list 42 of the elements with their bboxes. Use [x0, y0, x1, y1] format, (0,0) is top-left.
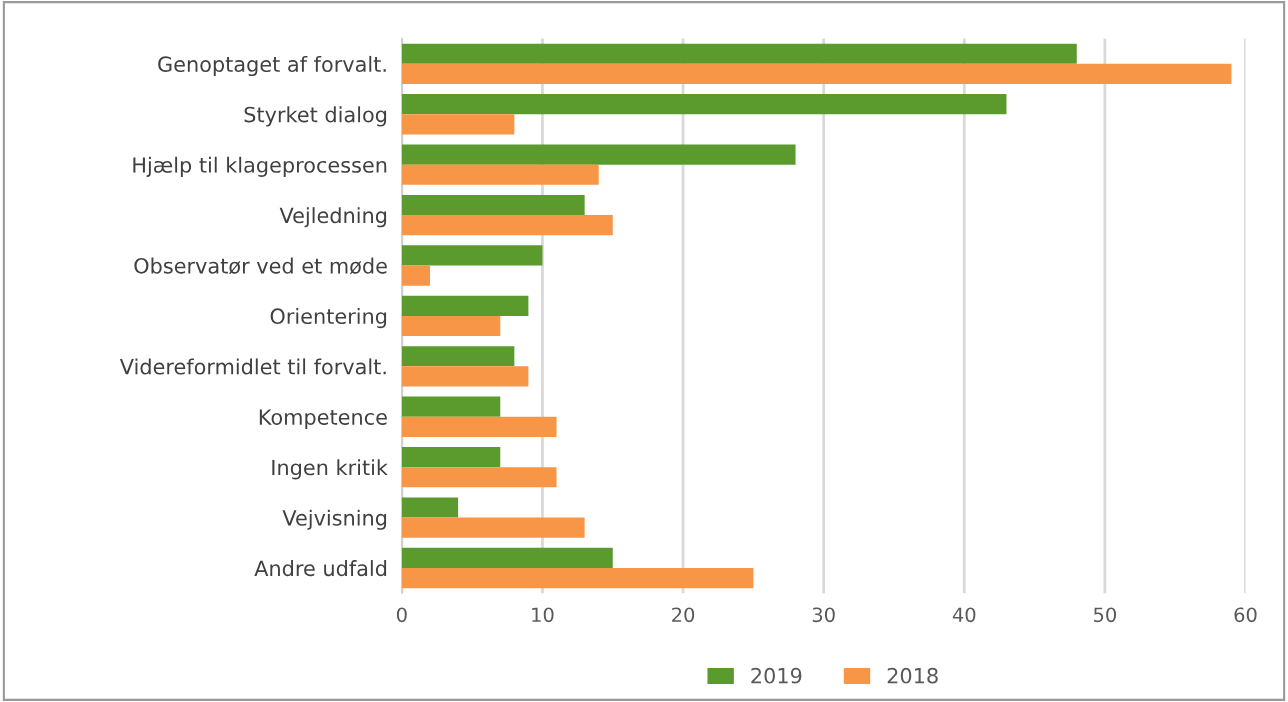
y-tick-label: Vejvisning: [282, 509, 387, 530]
y-tick-label: Genoptaget af forvalt.: [158, 55, 386, 77]
bar: [401, 144, 796, 165]
bar: [401, 346, 515, 367]
bar: [401, 497, 459, 518]
bar: [401, 245, 543, 266]
y-tick-label: Videreformidlet til forvalt.: [119, 358, 386, 375]
x-tick-label: 0: [396, 607, 407, 623]
bar: [401, 265, 430, 286]
x-tick-label: 50: [1094, 607, 1116, 623]
bar: [401, 517, 585, 538]
bar: [401, 315, 501, 337]
x-tick-label: 10: [532, 607, 554, 623]
bar: [401, 194, 585, 216]
bar: [401, 94, 1007, 115]
y-tick-label: Hjælp til klageprocessen: [133, 156, 387, 177]
y-tick-label: Styrket dialog: [244, 106, 387, 127]
bar: [401, 43, 1077, 64]
bar: [401, 547, 613, 568]
y-tick-label: Observatør ved et møde: [134, 257, 387, 275]
bar: [401, 396, 501, 417]
bar: [401, 215, 613, 236]
x-tick-label: 60: [1234, 607, 1257, 623]
bar: [401, 114, 515, 135]
bar: [401, 366, 529, 387]
bar: [401, 446, 501, 468]
y-tick-label: Vejledning: [279, 207, 387, 228]
legend-label: 2019: [751, 667, 802, 684]
bar: [401, 164, 599, 185]
bar: [401, 467, 557, 488]
x-tick-label: 20: [672, 607, 695, 623]
legend-label: 2018: [887, 667, 938, 684]
x-tick-label: 30: [812, 607, 835, 623]
y-tick-label: Kompetence: [259, 409, 387, 429]
bar: [401, 416, 557, 437]
y-tick-label: Andre udfald: [254, 560, 387, 577]
bar: [401, 295, 529, 316]
bar: [401, 567, 754, 589]
x-tick-label: 40: [952, 607, 976, 623]
y-tick-label: Ingen kritik: [272, 459, 388, 480]
bar: [401, 63, 1232, 84]
y-tick-label: Orientering: [270, 307, 387, 329]
